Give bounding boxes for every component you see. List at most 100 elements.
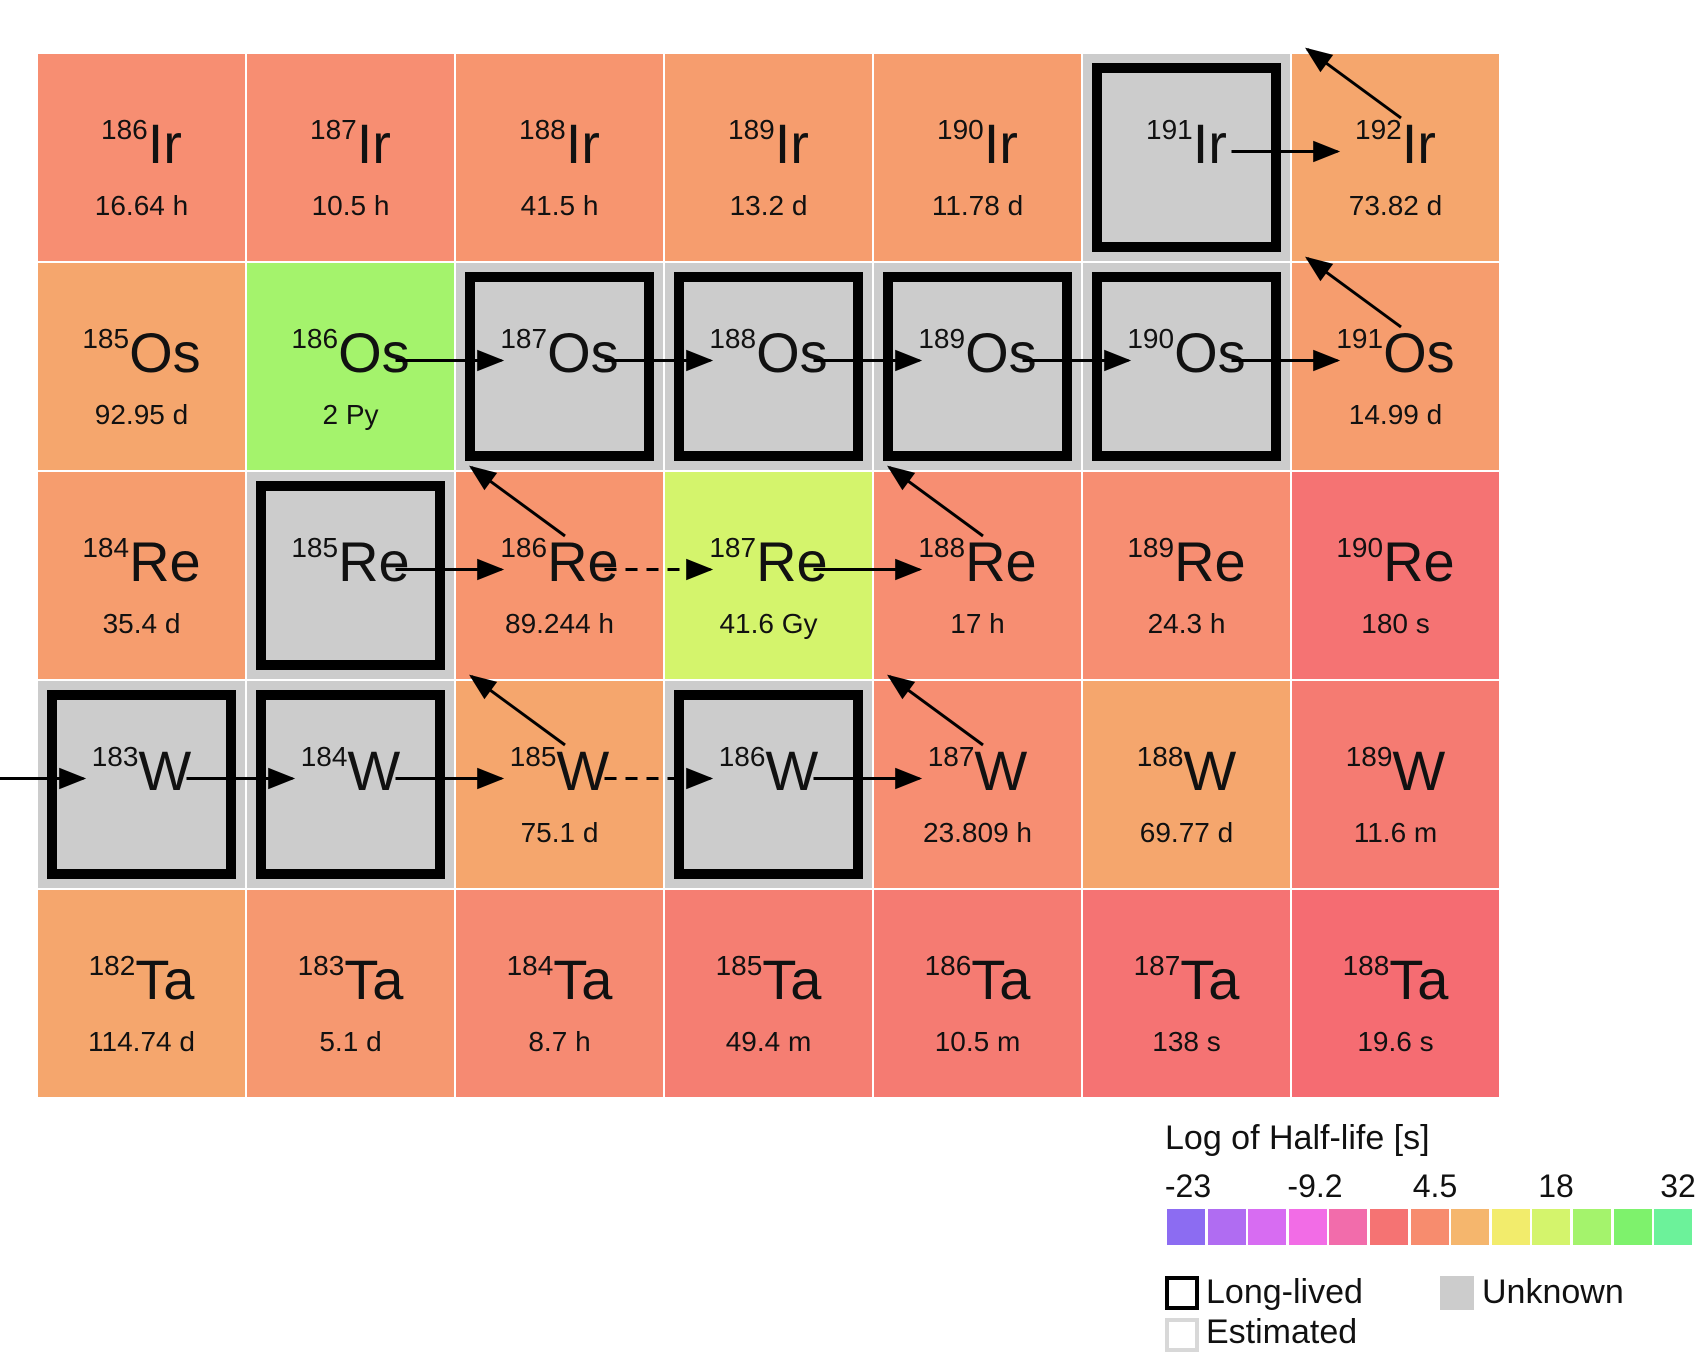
element-symbol: Ir bbox=[565, 112, 600, 175]
half-life: 73.82 d bbox=[1348, 190, 1443, 221]
mass-number: 188 bbox=[519, 114, 566, 145]
element-symbol: W bbox=[1392, 739, 1446, 802]
decay-arrow bbox=[887, 465, 984, 538]
element-symbol: Ta bbox=[762, 948, 822, 1011]
nuclide-symbol: 189Re bbox=[1083, 532, 1290, 592]
nuclide-cell-186ta: 186Ta 10.5 m bbox=[874, 890, 1081, 1097]
mass-number: 188 bbox=[1342, 950, 1390, 981]
mass-number: 189 bbox=[1345, 741, 1393, 772]
nuclide-symbol: 186Ta bbox=[874, 950, 1081, 1010]
mass-number: 186 bbox=[291, 323, 339, 354]
mass-number: 185 bbox=[82, 323, 130, 354]
nuclide-symbol: 187W bbox=[874, 741, 1081, 801]
mass-number: 189 bbox=[1127, 532, 1175, 563]
legend-scale-label: 32 bbox=[1660, 1168, 1696, 1204]
element-symbol: Os bbox=[129, 321, 201, 384]
mass-number: 182 bbox=[88, 950, 136, 981]
nuclide-symbol: 188W bbox=[1083, 741, 1290, 801]
nuclide-cell-186ir: 186Ir 16.64 h bbox=[38, 54, 245, 261]
nuclide-cell-185ta: 185Ta 49.4 m bbox=[665, 890, 872, 1097]
nuclide-symbol: 185Os bbox=[38, 323, 245, 383]
mass-number: 191 bbox=[1336, 323, 1384, 354]
element-symbol: Ir bbox=[983, 112, 1018, 175]
half-life: 41.6 Gy bbox=[719, 608, 818, 639]
half-life: 2 Py bbox=[322, 399, 379, 430]
mass-number: 185 bbox=[509, 741, 557, 772]
nuclide-symbol: 188Re bbox=[874, 532, 1081, 592]
nuclide-cell-186w: 186W bbox=[665, 681, 872, 888]
nuclide-cell-188ta: 188Ta 19.6 s bbox=[1292, 890, 1499, 1097]
nuclide-cell-184re: 184Re 35.4 d bbox=[38, 472, 245, 679]
nuclide-symbol: 185Ta bbox=[665, 950, 872, 1010]
element-symbol: Re bbox=[1174, 530, 1246, 593]
unknown-key bbox=[1440, 1276, 1474, 1310]
mass-number: 188 bbox=[1136, 741, 1184, 772]
nuclide-cell-187ir: 187Ir 10.5 h bbox=[247, 54, 454, 261]
nuclide-symbol: 187Re bbox=[665, 532, 872, 592]
nuclide-cell-187w: 187W 23.809 h bbox=[874, 681, 1081, 888]
legend-swatch bbox=[1207, 1209, 1246, 1245]
legend-scale-label: 18 bbox=[1538, 1168, 1574, 1204]
nuclide-cell-182ta: 182Ta 114.74 d bbox=[38, 890, 245, 1097]
half-life: 75.1 d bbox=[520, 817, 599, 848]
element-symbol: Re bbox=[129, 530, 201, 593]
nuclide-cell-188w: 188W 69.77 d bbox=[1083, 681, 1290, 888]
decay-arrow bbox=[1305, 47, 1402, 120]
half-life: 41.5 h bbox=[520, 190, 599, 221]
element-symbol: W bbox=[1183, 739, 1237, 802]
mass-number: 190 bbox=[937, 114, 984, 145]
element-symbol: Re bbox=[547, 530, 619, 593]
nuclide-cell-187re: 187Re 41.6 Gy bbox=[665, 472, 872, 679]
element-symbol: Ir bbox=[1401, 112, 1436, 175]
half-life: 69.77 d bbox=[1139, 817, 1234, 848]
half-life: 10.5 m bbox=[934, 1026, 1021, 1057]
half-life: 23.809 h bbox=[923, 817, 1032, 848]
nuclide-cell-188ir: 188Ir 41.5 h bbox=[456, 54, 663, 261]
legend-swatch bbox=[1573, 1209, 1611, 1245]
mass-number: 183 bbox=[297, 950, 345, 981]
unknown-label: Unknown bbox=[1482, 1273, 1624, 1311]
nuclide-cell-190ir: 190Ir 11.78 d bbox=[874, 54, 1081, 261]
legend-swatch bbox=[1654, 1209, 1693, 1245]
legend-swatch bbox=[1451, 1209, 1490, 1245]
legend-swatch bbox=[1370, 1209, 1408, 1245]
mass-number: 184 bbox=[82, 532, 130, 563]
mass-number: 188 bbox=[918, 532, 966, 563]
half-life: 14.99 d bbox=[1348, 399, 1443, 430]
nuclide-cell-189ir: 189Ir 13.2 d bbox=[665, 54, 872, 261]
element-symbol: Ta bbox=[135, 948, 195, 1011]
legend-swatch bbox=[1532, 1209, 1571, 1245]
estimated-label: Estimated bbox=[1206, 1313, 1358, 1351]
estimated-key bbox=[1165, 1318, 1199, 1352]
legend-swatch bbox=[1288, 1209, 1327, 1245]
nuclide-cell-187ta: 187Ta 138 s bbox=[1083, 890, 1290, 1097]
nuclide-symbol: 192Ir bbox=[1292, 114, 1499, 174]
nuclide-cell-185re: 185Re bbox=[247, 472, 454, 679]
half-life: 92.95 d bbox=[94, 399, 189, 430]
half-life: 35.4 d bbox=[102, 608, 181, 639]
nuclide-cell-189re: 189Re 24.3 h bbox=[1083, 472, 1290, 679]
mass-number: 187 bbox=[927, 741, 975, 772]
nuclide-symbol: 186Os bbox=[247, 323, 454, 383]
half-life: 11.6 m bbox=[1353, 817, 1438, 848]
half-life: 180 s bbox=[1361, 608, 1430, 639]
half-life: 16.64 h bbox=[94, 190, 189, 221]
nuclide-symbol: 186Re bbox=[456, 532, 663, 592]
nuclide-symbol: 188Ta bbox=[1292, 950, 1499, 1010]
element-symbol: Ta bbox=[971, 948, 1031, 1011]
element-symbol: Ir bbox=[774, 112, 809, 175]
nuclide-symbol: 190Re bbox=[1292, 532, 1499, 592]
mass-number: 185 bbox=[715, 950, 763, 981]
legend-swatch bbox=[1329, 1209, 1368, 1245]
legend-swatch bbox=[1613, 1209, 1652, 1245]
element-symbol: Ta bbox=[344, 948, 404, 1011]
half-life: 11.78 d bbox=[931, 190, 1024, 221]
element-symbol: Ir bbox=[147, 112, 182, 175]
nuclide-symbol: 187Ir bbox=[247, 114, 454, 174]
mass-number: 187 bbox=[310, 114, 357, 145]
legend-swatch bbox=[1410, 1209, 1449, 1245]
nuclide-cell-191ir: 191Ir bbox=[1083, 54, 1290, 261]
legend-title: Log of Half-life [s] bbox=[1165, 1119, 1430, 1157]
decay-arrow bbox=[469, 674, 566, 747]
nuclide-symbol: 185W bbox=[456, 741, 663, 801]
